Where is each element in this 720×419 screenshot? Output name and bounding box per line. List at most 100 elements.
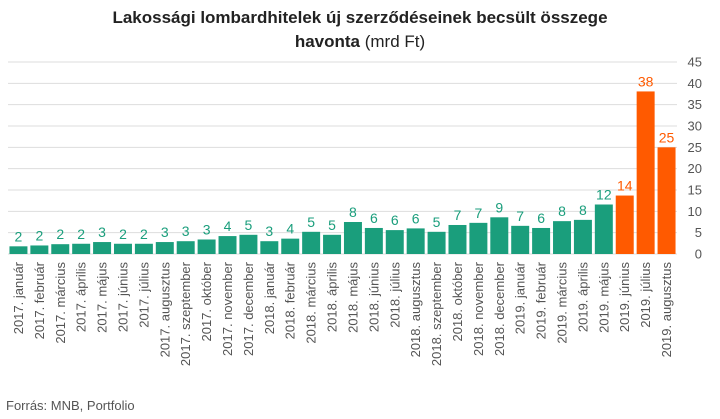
bar	[302, 231, 321, 254]
x-tick-label: 2018. július	[387, 262, 402, 328]
x-tick-label: 2018. február	[283, 261, 298, 339]
value-label: 3	[98, 224, 106, 240]
bar	[93, 242, 112, 254]
x-tick-label: 2017. május	[95, 262, 110, 333]
value-label: 6	[370, 210, 378, 226]
value-label: 7	[474, 205, 482, 221]
bar	[281, 238, 300, 254]
bar	[385, 230, 404, 254]
chart-title-bold: havonta	[294, 32, 360, 51]
x-tick-label: 2019. július	[638, 262, 653, 328]
bar	[72, 243, 91, 254]
bar	[406, 228, 425, 254]
x-tick-label: 2017. február	[32, 261, 47, 339]
value-label: 38	[638, 73, 654, 89]
y-tick-label: 30	[688, 119, 702, 134]
bar	[532, 227, 551, 254]
y-tick-layer: 0 5 10 15 20 25 30 35 40 45	[688, 55, 702, 262]
value-label: 2	[140, 226, 148, 242]
value-label: 2	[35, 227, 43, 243]
bar	[134, 243, 153, 254]
bar	[51, 244, 70, 254]
value-label: 6	[412, 210, 420, 226]
bar	[343, 222, 362, 254]
bar	[176, 241, 195, 254]
x-tick-label: 2019. április	[575, 262, 590, 333]
y-tick-label: 5	[695, 225, 702, 240]
value-label: 2	[119, 226, 127, 242]
bar	[323, 234, 342, 254]
value-label: 3	[203, 221, 211, 237]
bar	[636, 91, 655, 254]
bar-layer	[9, 91, 676, 254]
bar	[260, 241, 279, 254]
value-label: 5	[307, 214, 315, 230]
bar	[155, 242, 174, 254]
y-tick-label: 25	[688, 140, 702, 155]
x-tick-label: 2018. október	[450, 261, 465, 341]
x-tick-label: 2019. január	[513, 261, 528, 334]
value-label: 12	[596, 187, 612, 203]
y-tick-label: 0	[695, 247, 702, 262]
y-tick-label: 15	[688, 183, 702, 198]
x-tick-label: 2018. március	[304, 262, 319, 344]
bar	[364, 227, 383, 254]
x-tick-label: 2018. november	[471, 261, 486, 356]
bar	[573, 219, 592, 254]
value-label: 4	[286, 221, 294, 237]
bar	[511, 225, 530, 254]
bar	[615, 195, 634, 254]
x-tick-label: 2018. május	[345, 262, 360, 333]
x-tick-label: 2019. február	[534, 261, 549, 339]
source-note: Forrás: MNB, Portfolio	[6, 398, 135, 413]
x-tick-label: 2019. május	[596, 262, 611, 333]
value-label: 2	[56, 226, 64, 242]
chart-title-line1: Lakossági lombardhitelek új szerződésein…	[112, 8, 608, 27]
x-tick-label: 2017. november	[220, 261, 235, 356]
x-tick-label: 2017. június	[115, 262, 130, 333]
y-tick-label: 45	[688, 55, 702, 70]
x-tick-label: 2017. december	[241, 261, 256, 356]
bar	[218, 236, 237, 254]
x-tick-label: 2019. június	[617, 262, 632, 333]
bar	[113, 243, 132, 254]
bar	[9, 246, 28, 254]
y-tick-label: 20	[688, 161, 702, 176]
value-label: 2	[15, 228, 23, 244]
x-tick-layer: 2017. január 2017. február 2017. március 20…	[11, 261, 674, 366]
x-tick-label: 2018. augusztus	[408, 262, 423, 358]
x-tick-label: 2017. július	[136, 262, 151, 328]
y-tick-label: 10	[688, 204, 702, 219]
x-tick-label: 2017. január	[11, 261, 26, 334]
value-label: 6	[391, 212, 399, 228]
value-label: 3	[182, 223, 190, 239]
x-tick-label: 2018. április	[325, 262, 340, 333]
bar	[448, 224, 467, 254]
value-label: 5	[433, 214, 441, 230]
x-tick-label: 2018. január	[262, 261, 277, 334]
x-tick-label: 2017. április	[74, 262, 89, 333]
value-label: 8	[558, 203, 566, 219]
chart-title: Lakossági lombardhitelek új szerződésein…	[0, 6, 720, 54]
bar	[427, 231, 446, 254]
value-label: 8	[349, 204, 357, 220]
x-tick-label: 2017. március	[53, 262, 68, 344]
x-tick-label: 2019. augusztus	[659, 262, 674, 358]
x-tick-label: 2017. szeptember	[178, 261, 193, 366]
value-label: 2	[77, 226, 85, 242]
value-label: 8	[579, 202, 587, 218]
chart-unit: (mrd Ft)	[364, 32, 426, 51]
bar	[553, 221, 572, 254]
x-tick-label: 2019. március	[555, 262, 570, 344]
bar	[657, 147, 676, 254]
value-label: 4	[224, 218, 232, 234]
x-tick-label: 2018. június	[366, 262, 381, 333]
bar	[197, 239, 216, 254]
x-tick-label: 2018. december	[492, 261, 507, 356]
chart-title-line2: havonta (mrd Ft)	[0, 30, 720, 54]
bar	[594, 204, 613, 254]
value-label: 9	[495, 199, 503, 215]
value-label: 6	[537, 210, 545, 226]
